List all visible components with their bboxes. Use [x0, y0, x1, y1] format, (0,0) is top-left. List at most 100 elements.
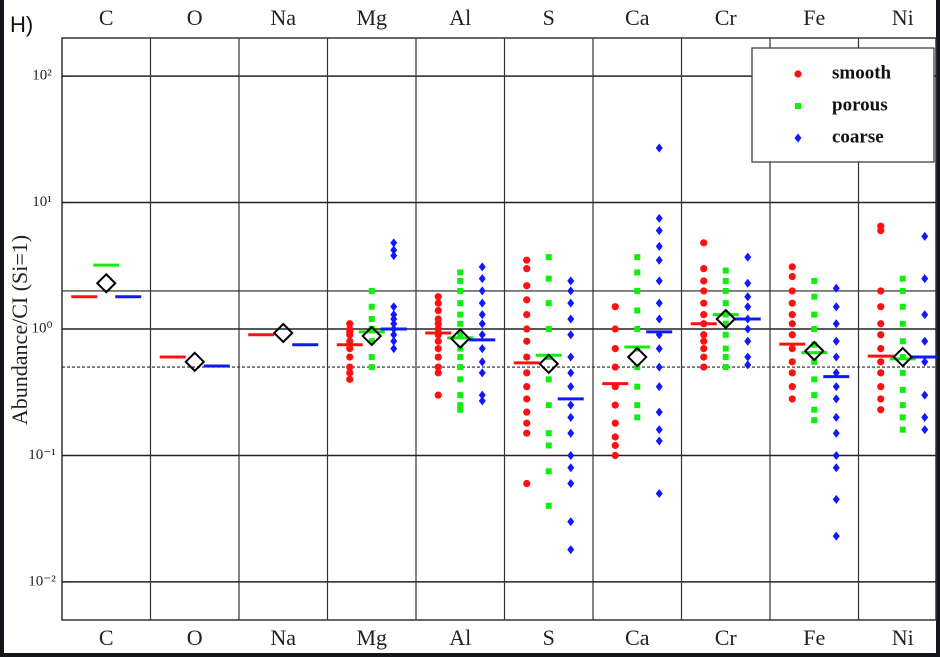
point [899, 386, 906, 393]
point [832, 531, 840, 541]
point [722, 354, 729, 361]
point [811, 392, 818, 399]
point [877, 303, 885, 311]
point [611, 419, 619, 427]
point [457, 406, 464, 413]
point [567, 517, 575, 527]
point [368, 364, 375, 371]
point [611, 433, 619, 441]
point [567, 298, 575, 308]
point [611, 303, 619, 311]
point [722, 267, 729, 274]
overall-mean [715, 308, 737, 330]
legend-label: porous [832, 94, 888, 115]
point [457, 402, 464, 409]
y-tick-label: 10¹ [32, 194, 52, 210]
point [346, 369, 354, 377]
point [655, 382, 663, 392]
point [655, 362, 663, 372]
point [390, 319, 398, 329]
point [434, 344, 442, 353]
point [523, 408, 531, 416]
point [523, 282, 531, 290]
point [877, 344, 885, 353]
point [567, 286, 575, 296]
point [523, 325, 531, 333]
point [921, 412, 929, 422]
point [832, 428, 840, 438]
point [478, 390, 486, 400]
point [921, 336, 929, 346]
point [811, 326, 818, 332]
overall-mean [449, 328, 471, 349]
point [457, 320, 464, 327]
point [921, 357, 929, 367]
point [457, 269, 464, 276]
point [722, 364, 729, 371]
overall-mean [361, 325, 383, 347]
point [788, 369, 796, 377]
point [899, 402, 906, 409]
legend-marker [794, 70, 802, 78]
x-tick-label: Ni [892, 625, 914, 650]
point [877, 226, 885, 235]
point [346, 337, 354, 345]
point [921, 231, 929, 241]
x-tick-label: Fe [803, 625, 825, 650]
point [832, 302, 840, 312]
point [523, 256, 531, 264]
point [899, 275, 906, 282]
point [788, 287, 796, 295]
overall-mean [95, 272, 117, 294]
point [368, 303, 375, 310]
point [390, 314, 398, 324]
point [921, 390, 929, 400]
point [478, 368, 486, 378]
point [368, 354, 375, 361]
point [567, 368, 575, 378]
point [545, 275, 552, 282]
point [457, 376, 464, 383]
point [744, 302, 752, 312]
point [700, 337, 708, 345]
point [655, 143, 663, 153]
point [700, 239, 708, 247]
point [832, 382, 840, 392]
point [457, 287, 464, 294]
point [567, 545, 575, 555]
legend-marker [794, 133, 802, 143]
y-tick-label: 10² [32, 68, 52, 84]
point [744, 336, 752, 346]
point [457, 300, 464, 307]
point [899, 338, 906, 345]
point [523, 337, 531, 345]
point [457, 364, 464, 371]
x-tick-label: Ca [625, 5, 650, 30]
point [457, 392, 464, 399]
x-tick-label: Na [270, 5, 296, 30]
point [700, 277, 708, 285]
point [811, 358, 818, 365]
point [368, 338, 375, 345]
point [811, 293, 818, 300]
point [478, 330, 486, 340]
point [811, 417, 818, 424]
point [523, 310, 531, 319]
point [877, 320, 885, 328]
point [832, 336, 840, 346]
point [611, 363, 619, 371]
point [700, 331, 708, 339]
point [434, 306, 442, 315]
point [877, 331, 885, 339]
point [368, 326, 375, 332]
point [567, 400, 575, 410]
point [434, 299, 442, 307]
point [722, 345, 729, 352]
point [655, 344, 663, 354]
point [523, 395, 531, 403]
point [346, 375, 354, 383]
point [788, 358, 796, 366]
point [744, 278, 752, 288]
legend-label: coarse [832, 126, 884, 147]
